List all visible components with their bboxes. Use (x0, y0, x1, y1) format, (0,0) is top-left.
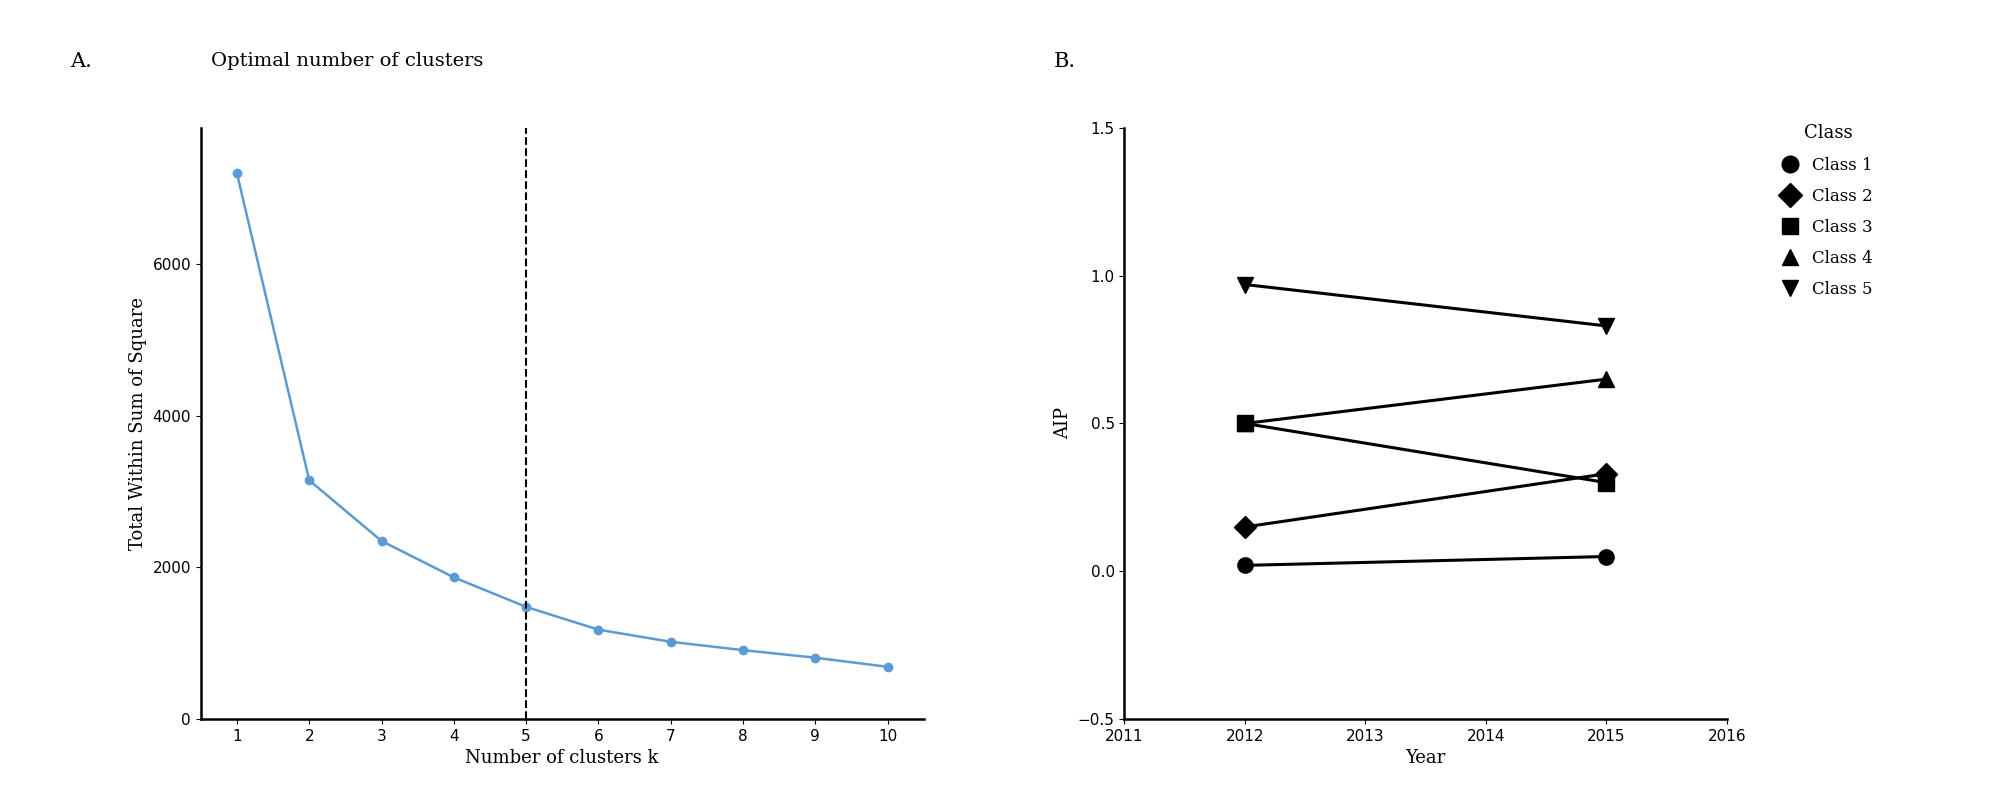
Legend: Class 1, Class 2, Class 3, Class 4, Class 5: Class 1, Class 2, Class 3, Class 4, Clas… (1782, 125, 1871, 298)
Text: Optimal number of clusters: Optimal number of clusters (211, 52, 484, 70)
Y-axis label: Total Within Sum of Square: Total Within Sum of Square (128, 297, 147, 550)
X-axis label: Number of clusters k: Number of clusters k (466, 749, 658, 767)
Text: A.: A. (70, 52, 92, 71)
X-axis label: Year: Year (1405, 749, 1445, 767)
Text: B.: B. (1054, 52, 1076, 71)
Y-axis label: AIP: AIP (1054, 407, 1072, 439)
